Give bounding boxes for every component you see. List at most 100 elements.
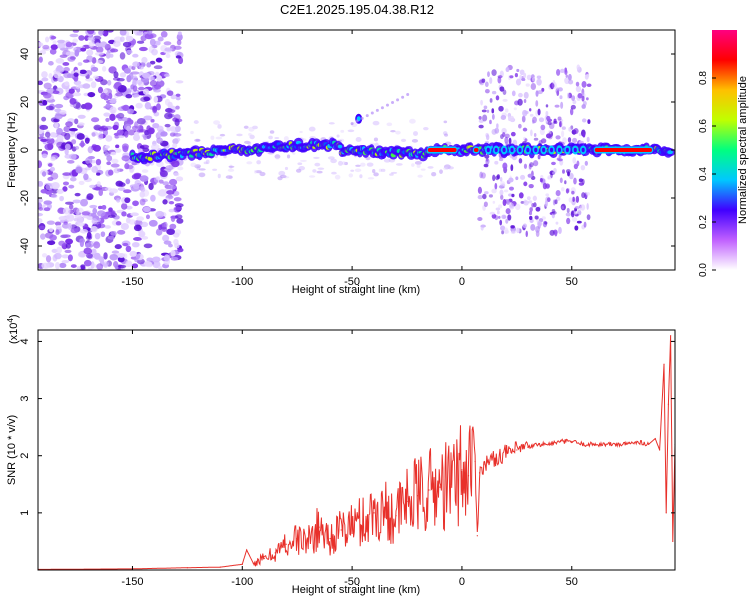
snr-point	[274, 552, 276, 554]
spectrogram-cell	[164, 123, 171, 128]
spectrogram-cell	[131, 263, 139, 269]
spectrogram-cell	[559, 95, 563, 100]
spectrogram-cell	[569, 108, 574, 116]
spectrogram-cell	[584, 160, 588, 166]
spectrogram-cell	[78, 35, 85, 41]
spectrogram-cell	[38, 56, 43, 63]
spectrogram-cell	[41, 71, 48, 79]
spectrogram-cell	[166, 126, 171, 132]
spectrogram-cell	[90, 117, 100, 123]
spectrogram-cell	[70, 227, 79, 234]
spectrogram-cell	[108, 214, 116, 219]
spectrogram-cell	[79, 198, 89, 207]
spectrogram-cell	[107, 169, 114, 176]
spectrogram-cell	[92, 207, 98, 215]
snr-point	[461, 469, 463, 471]
spectrogram-cell	[373, 137, 379, 142]
spectrogram-cell	[108, 207, 113, 212]
spectrogram-cell	[175, 93, 181, 97]
spectrogram-cell	[173, 197, 182, 202]
spectrogram-cell	[498, 105, 504, 112]
spectrogram-cell	[246, 161, 253, 165]
spectrogram-cell	[138, 46, 148, 52]
spectrogram-cell	[574, 205, 580, 210]
spectrogram-x-tick-label: -100	[231, 276, 253, 288]
spectrogram-cell	[142, 147, 150, 153]
spectrogram-cell	[491, 90, 497, 95]
spectrogram-cell	[128, 219, 136, 225]
spectrogram-cell	[509, 115, 515, 122]
spectrogram-ridge-spot-core	[526, 147, 530, 153]
spectrogram-cell	[247, 141, 252, 145]
spectrogram-cell	[85, 253, 93, 259]
spectrogram-cell	[554, 104, 560, 108]
spectrogram-cell	[166, 228, 176, 235]
snr-point	[439, 486, 441, 488]
snr-y-multiplier-exponent: 4	[6, 318, 15, 323]
spectrogram-cell	[132, 134, 141, 141]
spectrogram-cell	[544, 199, 548, 208]
spectrogram-cell	[74, 49, 80, 57]
snr-point	[494, 457, 496, 460]
spectrogram-cell	[536, 78, 542, 86]
spectrogram-cell	[175, 55, 182, 59]
spectrogram-cell	[173, 206, 182, 211]
spectrogram-cell	[504, 108, 509, 113]
spectrogram-cell	[47, 176, 54, 181]
spectrogram-cell	[133, 237, 142, 241]
spectrogram-cell	[582, 132, 586, 138]
spectrogram-cell	[308, 126, 316, 132]
spectrogram-cell	[390, 129, 396, 133]
spectrogram-cell	[198, 172, 206, 178]
spectrogram-cell	[129, 168, 134, 174]
spectrogram-cell	[501, 214, 507, 220]
spectrogram-cell	[64, 143, 71, 151]
spectrogram-cell	[159, 168, 166, 176]
spectrogram-cell	[269, 130, 275, 134]
spectrogram-cell	[577, 93, 583, 99]
spectrogram-cell	[177, 166, 184, 171]
snr-frame	[37, 329, 676, 571]
spectrogram-cell	[106, 30, 114, 33]
spectrogram-cell	[380, 106, 384, 110]
spectrogram-cell	[111, 250, 120, 254]
spectrogram-cell	[131, 242, 140, 248]
spectrogram-cell	[174, 229, 182, 236]
spectrogram-cell	[496, 123, 499, 129]
spectrogram-cell	[78, 84, 86, 89]
spectrogram-cell	[522, 223, 528, 229]
spectrogram-cell	[136, 40, 145, 44]
spectrogram-cell	[97, 127, 107, 132]
spectrogram-cell	[215, 136, 223, 140]
spectrogram-cell	[299, 130, 303, 134]
spectrogram-cell	[360, 116, 364, 120]
spectrogram-cell	[156, 75, 163, 82]
spectrogram-cell	[76, 207, 84, 215]
spectrogram-cell	[40, 138, 48, 143]
spectrogram-cell	[142, 72, 151, 79]
spectrogram-cell	[479, 171, 483, 179]
spectrogram-cell	[70, 264, 77, 268]
spectrogram-cell	[102, 261, 110, 267]
spectrogram-cell	[365, 114, 369, 118]
spectrogram-cell	[123, 67, 131, 74]
spectrogram-cell	[117, 187, 126, 191]
spectrogram-cell	[92, 35, 102, 41]
spectrogram-cell	[499, 219, 503, 226]
spectrogram-cell	[58, 240, 66, 246]
spectrogram-cell	[174, 214, 183, 220]
spectrogram-cell	[96, 181, 101, 187]
spectrogram-cell	[104, 127, 109, 131]
spectrogram-cell	[143, 96, 151, 102]
spectrogram-cell	[157, 36, 164, 42]
spectrogram-cell	[558, 226, 562, 235]
spectrogram-cell	[340, 129, 345, 133]
spectrogram-cell	[528, 184, 534, 189]
spectrogram-cell	[523, 91, 529, 99]
spectrogram-y-tick-label: 0	[19, 147, 31, 153]
spectrogram-cell	[575, 85, 582, 93]
spectrogram-cell	[259, 171, 266, 177]
spectrogram-cell	[539, 128, 545, 136]
spectrogram-cell	[168, 243, 173, 248]
spectrogram-cell	[83, 259, 92, 267]
